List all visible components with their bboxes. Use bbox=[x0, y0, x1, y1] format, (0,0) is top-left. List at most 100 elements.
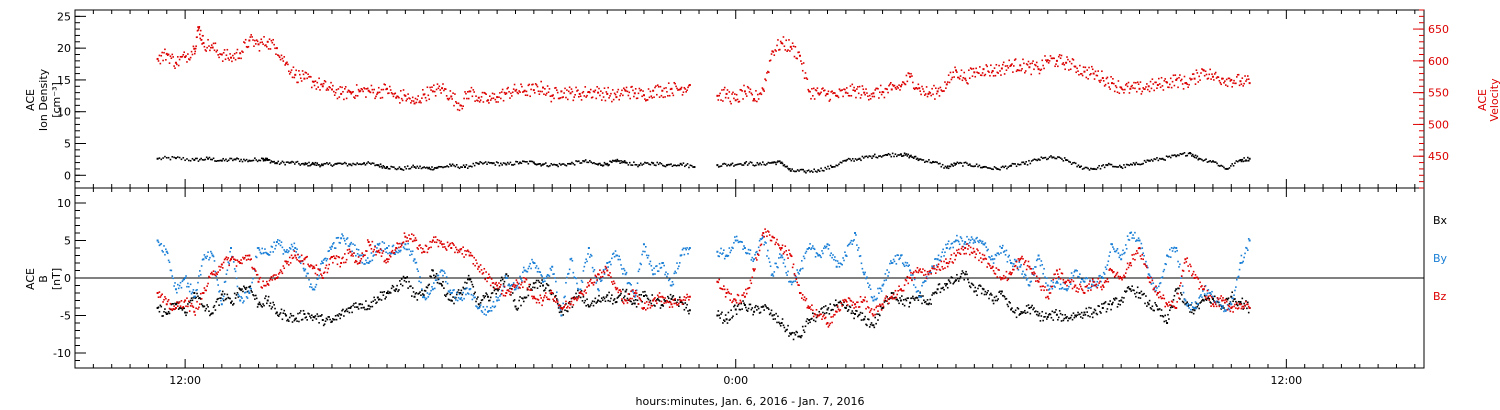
density-point bbox=[1247, 159, 1250, 162]
by-point bbox=[250, 287, 252, 290]
by-point bbox=[607, 266, 609, 268]
velocity-point bbox=[271, 41, 274, 44]
bx-point bbox=[1033, 307, 1035, 309]
by-point bbox=[600, 280, 602, 283]
velocity-point bbox=[913, 88, 916, 91]
velocity-point bbox=[880, 93, 883, 96]
velocity-point bbox=[272, 38, 275, 41]
by-point bbox=[434, 279, 437, 282]
by-point bbox=[671, 281, 674, 283]
velocity-point bbox=[471, 95, 474, 98]
bx-point bbox=[430, 275, 432, 278]
density-point bbox=[1096, 166, 1099, 169]
bx-point bbox=[1233, 298, 1235, 301]
density-point bbox=[473, 164, 476, 167]
density-point bbox=[763, 163, 765, 166]
by-point bbox=[876, 297, 878, 300]
bz-point bbox=[334, 257, 337, 260]
density-point bbox=[312, 162, 315, 165]
density-point bbox=[1191, 155, 1193, 157]
velocity-point bbox=[997, 72, 999, 74]
by-point bbox=[299, 255, 301, 258]
density-point bbox=[1146, 159, 1149, 162]
velocity-point bbox=[1211, 73, 1213, 75]
by-point bbox=[1199, 295, 1201, 298]
bx-point bbox=[1121, 296, 1123, 299]
bx-point bbox=[452, 296, 454, 298]
velocity-point bbox=[965, 79, 967, 82]
bx-point bbox=[1243, 302, 1245, 305]
by-point bbox=[288, 250, 290, 252]
density-point bbox=[237, 158, 240, 160]
bx-point bbox=[299, 310, 302, 312]
velocity-point bbox=[972, 67, 975, 70]
density-point bbox=[511, 164, 513, 166]
velocity-point bbox=[590, 96, 593, 99]
velocity-point bbox=[609, 95, 611, 97]
bx-point bbox=[1142, 293, 1144, 296]
by-point bbox=[417, 270, 420, 273]
bx-point bbox=[311, 319, 314, 322]
bx-point bbox=[605, 296, 608, 298]
velocity-point bbox=[366, 88, 368, 90]
bx-point bbox=[365, 300, 367, 302]
by-point bbox=[176, 283, 179, 286]
velocity-point bbox=[523, 89, 526, 92]
bx-point bbox=[393, 289, 396, 292]
velocity-point bbox=[807, 88, 810, 91]
velocity-point bbox=[1024, 70, 1027, 72]
bx-point bbox=[917, 299, 920, 301]
by-point bbox=[1016, 266, 1019, 268]
density-point bbox=[802, 168, 804, 171]
density-point bbox=[960, 162, 963, 164]
density-point bbox=[193, 159, 196, 162]
bz-point bbox=[337, 255, 340, 258]
velocity-point bbox=[841, 89, 843, 91]
by-point bbox=[549, 267, 552, 270]
density-point bbox=[835, 164, 838, 167]
velocity-point bbox=[1101, 77, 1104, 80]
bx-point bbox=[489, 296, 492, 299]
velocity-point bbox=[1173, 84, 1176, 87]
bx-point bbox=[544, 289, 546, 291]
bx-point bbox=[976, 294, 978, 297]
density-point bbox=[796, 169, 799, 171]
bx-point bbox=[565, 303, 567, 305]
bx-point bbox=[901, 295, 903, 297]
bx-point bbox=[901, 303, 904, 306]
bx-point bbox=[763, 309, 765, 311]
bx-point bbox=[1171, 306, 1174, 308]
bx-point bbox=[874, 316, 877, 319]
by-point bbox=[290, 243, 293, 246]
velocity-point bbox=[333, 94, 336, 96]
velocity-point bbox=[804, 72, 807, 74]
by-point bbox=[564, 295, 566, 298]
by-point bbox=[910, 274, 912, 276]
bx-point bbox=[878, 313, 880, 316]
bx-point bbox=[325, 317, 328, 320]
bx-point bbox=[228, 297, 230, 300]
bz-point bbox=[371, 240, 374, 243]
density-point bbox=[807, 169, 810, 172]
bz-point bbox=[320, 273, 322, 275]
bx-point bbox=[555, 298, 558, 300]
bz-point bbox=[372, 250, 375, 253]
density-point bbox=[623, 160, 626, 162]
velocity-point bbox=[752, 99, 754, 102]
velocity-point bbox=[921, 85, 923, 88]
bz-point bbox=[181, 306, 184, 309]
density-point bbox=[332, 164, 335, 166]
bx-point bbox=[198, 297, 200, 300]
density-point bbox=[887, 152, 890, 155]
by-point bbox=[754, 253, 756, 256]
velocity-point bbox=[1247, 75, 1249, 77]
bx-point bbox=[778, 322, 781, 325]
bx-point bbox=[879, 314, 881, 317]
velocity-point bbox=[508, 90, 510, 93]
bx-point bbox=[514, 305, 517, 308]
velocity-point bbox=[867, 98, 870, 101]
bx-point bbox=[725, 318, 728, 321]
by-point bbox=[1035, 266, 1037, 268]
bx-point bbox=[306, 319, 308, 321]
by-point bbox=[812, 245, 814, 247]
